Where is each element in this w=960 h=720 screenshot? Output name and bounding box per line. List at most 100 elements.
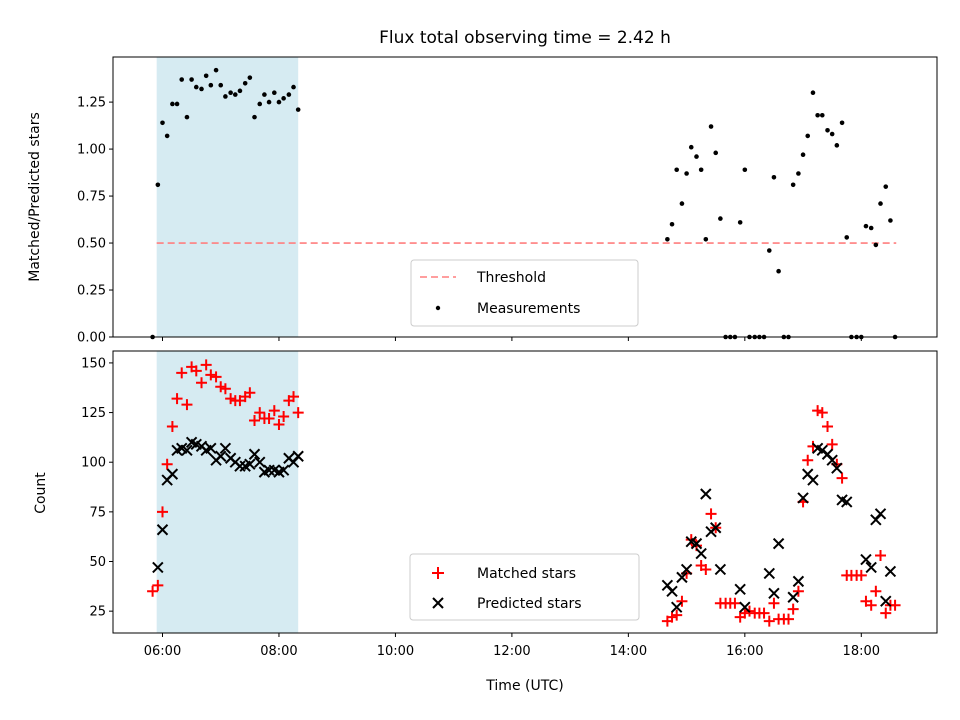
top-axes-frame (112, 56, 938, 338)
measurement-point (170, 101, 175, 107)
matched-star-point (190, 365, 202, 377)
matched-star-point (268, 405, 280, 417)
y-tick-label: 1.25 (77, 96, 106, 111)
matched-star-point (176, 367, 188, 379)
measurement-point (184, 114, 190, 120)
legend-threshold-label: Threshold (476, 270, 546, 286)
measurement-point (873, 242, 879, 248)
predicted-star-point (884, 565, 897, 578)
measurement-point (242, 81, 248, 86)
measurement-point (674, 167, 679, 173)
measurement-point (665, 236, 670, 242)
predicted-star-point (826, 454, 838, 466)
measurement-point (266, 99, 272, 105)
y-tick-label: 25 (89, 605, 106, 620)
predicted-star-point (787, 591, 799, 603)
matched-star-point (802, 454, 814, 466)
measurement-point (281, 96, 286, 101)
matched-star-point (152, 579, 164, 591)
matched-star-point (249, 415, 261, 427)
predicted-star-point (244, 458, 256, 470)
measurement-point (766, 248, 772, 253)
top-observing-window (156, 57, 299, 337)
predicted-star-point (710, 522, 722, 534)
predicted-star-point (695, 547, 707, 560)
predicted-star-point (248, 448, 261, 460)
matched-star-point (292, 407, 304, 419)
legend-predicted-swatch (432, 597, 444, 609)
predicted-star-point (739, 601, 751, 613)
predicted-star-point (292, 450, 304, 462)
predicted-star-point (219, 442, 232, 455)
bottom-x-axis-ticks: 06:00 08:00 10:00 12:00 14:00 16:00 18:00 (144, 633, 880, 659)
legend-measurements-label: Measurements (477, 301, 580, 317)
y-tick-label: 0.75 (77, 190, 106, 205)
measurement-point (815, 112, 820, 118)
matched-star-point (244, 387, 256, 399)
measurement-point (203, 73, 209, 79)
y-tick-label: 1.00 (77, 143, 106, 158)
measurement-point (834, 143, 840, 148)
measurement-point (888, 218, 893, 223)
x-tick-label: 06:00 (144, 644, 181, 659)
predicted-star-point (181, 444, 193, 457)
y-tick-label: 150 (81, 356, 106, 371)
matched-star-point (729, 597, 741, 609)
matched-star-point (288, 391, 300, 403)
measurement-point (232, 92, 238, 97)
matched-star-point (787, 603, 799, 615)
predicted-star-point (865, 561, 877, 574)
measurement-point (694, 154, 699, 159)
predicted-star-point (205, 442, 217, 455)
measurement-point (286, 92, 292, 97)
predicted-star-point (807, 474, 819, 486)
y-tick-label: 0.50 (77, 237, 106, 252)
bottom-y-axis-ticks: 25 50 75 100 125 150 (81, 356, 113, 620)
chart-title: Flux total observing time = 2.42 h (379, 28, 671, 48)
measurement-point (257, 101, 263, 107)
predicted-star-point (263, 464, 275, 476)
measurement-point (742, 167, 748, 173)
measurement-point (810, 90, 816, 96)
bottom-axes-frame (112, 350, 938, 634)
measurement-point (688, 144, 694, 150)
measurement-point (708, 124, 714, 129)
matched-star-point (676, 595, 688, 607)
matched-star-point (822, 420, 834, 432)
matched-star-point (758, 607, 770, 619)
y-tick-label: 75 (89, 505, 106, 520)
matched-star-point (783, 613, 795, 625)
measurement-point (252, 114, 257, 120)
matched-star-point (836, 472, 848, 484)
matched-star-point (700, 563, 712, 575)
measurement-point (179, 77, 185, 82)
measurement-point (213, 67, 219, 73)
predicted-star-point (215, 450, 227, 462)
predicted-star-point (841, 496, 853, 508)
predicted-star-point (772, 537, 785, 550)
predicted-star-point (680, 563, 693, 576)
y-tick-label: 0.00 (77, 331, 106, 346)
top-panel: 0.00 0.25 0.50 0.75 1.00 1.25 Matched/Predict… (27, 56, 938, 346)
matched-star-point (880, 607, 892, 619)
x-tick-label: 14:00 (610, 644, 647, 659)
measurement-point (698, 167, 704, 173)
measurement-point (703, 236, 709, 242)
matched-star-point (870, 585, 882, 597)
measurement-point (790, 182, 796, 188)
bottom-legend: Matched stars Predicted stars (409, 553, 640, 621)
measurement-point (199, 86, 204, 92)
y-tick-label: 50 (89, 555, 106, 570)
matched-star-point (826, 438, 838, 450)
measurement-point (737, 220, 743, 225)
x-tick-label: 16:00 (726, 644, 763, 659)
matched-star-point (196, 377, 208, 389)
x-axis-label: Time (UTC) (485, 678, 563, 694)
measurement-point (863, 223, 869, 229)
measurement-point (796, 171, 801, 176)
measurement-point (164, 133, 170, 139)
x-tick-label: 08:00 (260, 644, 297, 659)
matched-star-point (254, 407, 266, 419)
bottom-panel: 25 50 75 100 125 150 06:00 08:00 10:00 12:00 14:0… (33, 350, 938, 694)
